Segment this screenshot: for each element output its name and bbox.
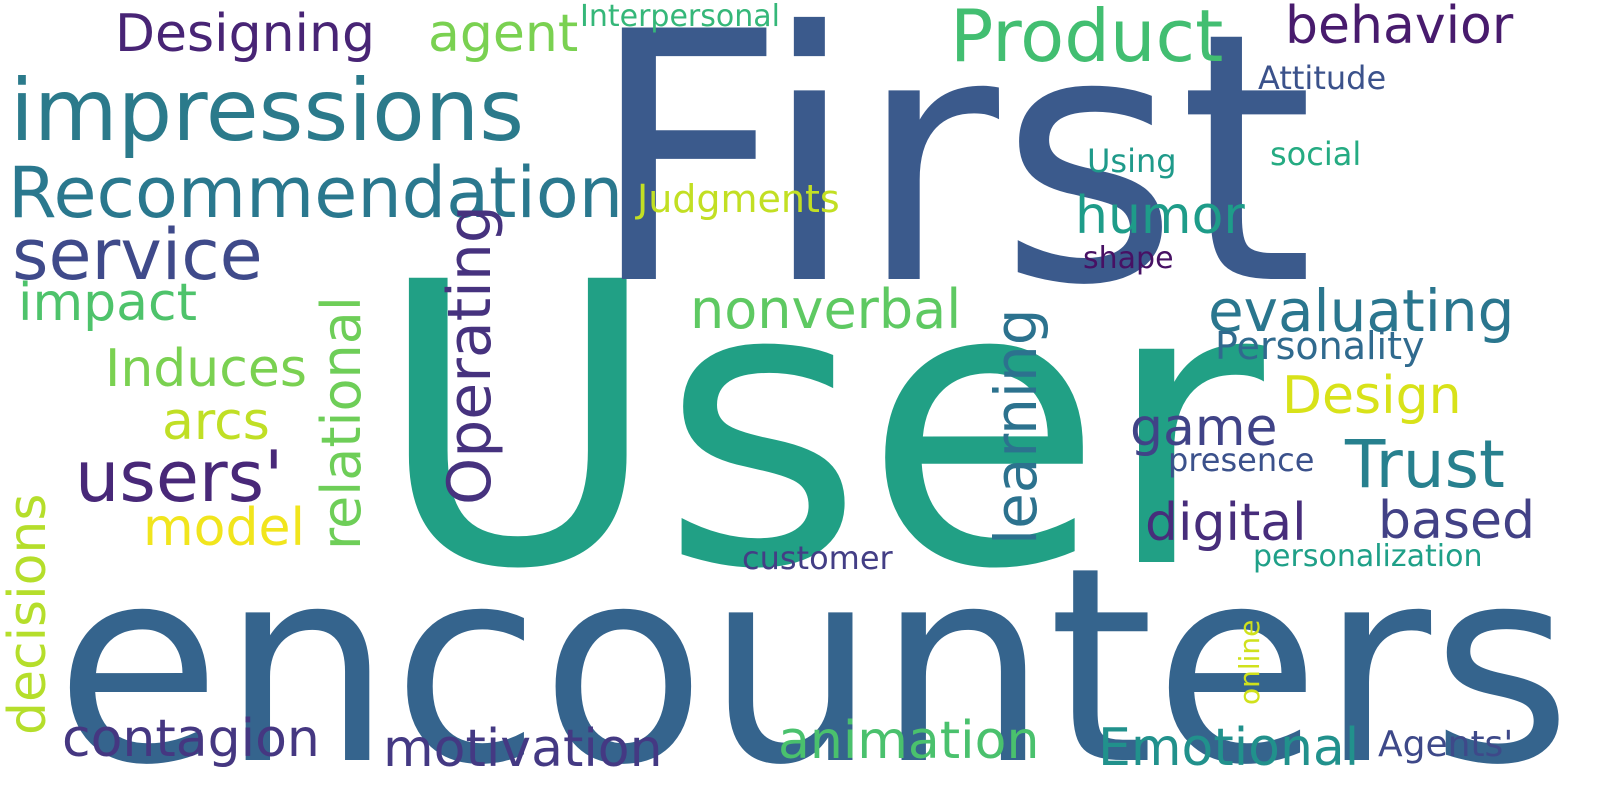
word-emotional: Emotional (1098, 718, 1360, 778)
word-animation: animation (778, 711, 1040, 771)
word-presence: presence (1168, 441, 1315, 479)
word-contagion: contagion (62, 709, 320, 769)
word-design: Design (1282, 366, 1462, 426)
word-humor: humor (1075, 186, 1245, 246)
word-operating: Operating (435, 205, 505, 505)
word-trust: Trust (1345, 426, 1505, 503)
word-customer: customer (742, 539, 893, 577)
word-users: users' (75, 436, 284, 518)
word-designing: Designing (115, 4, 375, 64)
word-recommendation: Recommendation (8, 152, 624, 234)
word-product: Product (950, 0, 1224, 78)
word-behavior: behavior (1285, 0, 1514, 56)
word-personalization: personalization (1253, 539, 1483, 574)
word-evaluating: evaluating (1208, 277, 1515, 345)
word-game: game (1130, 398, 1278, 458)
word-interpersonal: Interpersonal (580, 0, 780, 34)
word-induces: Induces (105, 339, 307, 399)
word-based: based (1378, 491, 1535, 551)
word-service: service (12, 214, 263, 296)
word-agents: Agents' (1378, 724, 1514, 765)
word-motivation: motivation (383, 719, 663, 779)
word-model: model (143, 498, 305, 558)
word-attitude: Attitude (1258, 59, 1387, 97)
word-nonverbal: nonverbal (690, 278, 962, 341)
word-agent: agent (428, 4, 579, 64)
word-impressions: impressions (10, 61, 525, 161)
word-learning: learning (982, 308, 1050, 545)
word-first: First (588, 0, 1315, 361)
word-using: Using (1087, 142, 1177, 180)
word-shape: shape (1083, 241, 1174, 276)
word-relational: relational (310, 296, 373, 550)
word-encounters: encounters (55, 509, 1572, 800)
word-digital: digital (1145, 493, 1307, 553)
word-online: online (1233, 619, 1266, 705)
word-judgments: Judgments (637, 177, 840, 221)
word-decisions: decisions (0, 493, 58, 735)
word-personality: Personality (1215, 324, 1425, 368)
word-impact: impact (18, 273, 197, 333)
word-social: social (1270, 135, 1362, 173)
word-arcs: arcs (162, 392, 270, 452)
word-user: User (375, 200, 1264, 654)
